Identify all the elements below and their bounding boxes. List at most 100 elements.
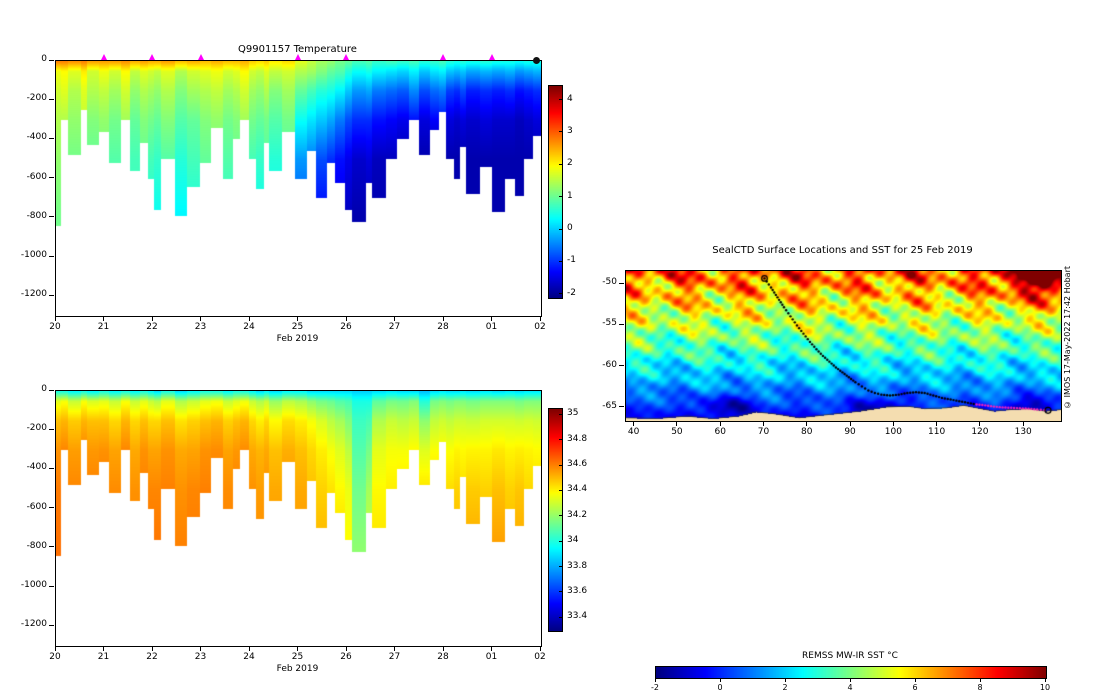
map-x-tick-label: 80 bbox=[801, 427, 813, 437]
colorbar-tick-mark bbox=[559, 464, 562, 466]
x-tick-label: 22 bbox=[146, 322, 158, 332]
y-tick-label: -800 bbox=[26, 540, 47, 551]
y-tick-label: -1200 bbox=[20, 619, 47, 630]
map-x-tick-mark bbox=[936, 422, 938, 426]
x-tick-mark bbox=[200, 647, 201, 651]
sst-colorbar-tick-label: 0 bbox=[717, 683, 723, 692]
y-tick-label: -1200 bbox=[20, 289, 47, 300]
temperature-xaxis-label: Feb 2019 bbox=[276, 334, 319, 344]
colorbar-tick-label: 33.4 bbox=[567, 611, 588, 622]
x-tick-label: 01 bbox=[485, 322, 498, 332]
x-tick-mark bbox=[442, 647, 444, 651]
map-x-tick-mark bbox=[719, 422, 721, 426]
colorbar-tick-mark bbox=[559, 591, 562, 593]
colorbar-tick-label: 35 bbox=[567, 408, 579, 419]
colorbar-tick-label: 4 bbox=[567, 93, 573, 104]
colorbar-tick-label: 34 bbox=[567, 535, 579, 546]
colorbar-tick-mark bbox=[559, 196, 562, 198]
colorbar-tick-label: 34.8 bbox=[567, 433, 588, 444]
sst-colorbar-tick-label: 4 bbox=[847, 683, 853, 692]
map-y-tick-label: -55 bbox=[602, 318, 617, 329]
map-x-tick-mark bbox=[633, 422, 635, 426]
map-x-tick-mark bbox=[979, 422, 981, 426]
colorbar-tick-mark bbox=[559, 540, 562, 542]
x-tick-mark bbox=[248, 317, 250, 321]
x-tick-label: 26 bbox=[340, 652, 352, 662]
x-tick-label: 20 bbox=[49, 322, 61, 332]
map-y-tick-label: -60 bbox=[602, 359, 617, 370]
y-tick-mark bbox=[49, 98, 54, 100]
x-tick-mark bbox=[103, 317, 104, 321]
y-tick-mark bbox=[49, 255, 54, 257]
sst-colorbar-tick-mark bbox=[979, 679, 981, 682]
x-tick-label: 24 bbox=[243, 322, 255, 332]
x-tick-mark bbox=[54, 317, 56, 321]
colorbar-tick-mark bbox=[559, 99, 562, 101]
salinity-xaxis-label: Feb 2019 bbox=[276, 664, 319, 674]
x-tick-mark bbox=[151, 647, 153, 651]
colorbar-tick-label: -1 bbox=[567, 255, 576, 266]
seal-surface-marker bbox=[197, 54, 204, 60]
x-tick-mark bbox=[248, 647, 250, 651]
map-y-tick-label: -50 bbox=[602, 277, 617, 288]
sst-colorbar-tick-mark bbox=[914, 679, 916, 682]
sst-colorbar-tick-label: 2 bbox=[782, 683, 788, 692]
y-tick-label: -400 bbox=[26, 462, 47, 473]
map-x-tick-label: 40 bbox=[627, 427, 640, 437]
map-x-tick-label: 60 bbox=[714, 427, 726, 437]
x-tick-label: 26 bbox=[340, 322, 352, 332]
colorbar-tick-label: 0 bbox=[567, 223, 573, 234]
map-x-tick-label: 110 bbox=[928, 427, 946, 437]
colorbar-tick-mark bbox=[559, 515, 562, 517]
y-tick-mark bbox=[49, 389, 54, 391]
x-tick-label: 01 bbox=[485, 652, 498, 662]
map-x-tick-mark bbox=[849, 422, 851, 426]
seal-surface-marker bbox=[294, 54, 301, 60]
colorbar-tick-label: 33.8 bbox=[567, 560, 588, 571]
salinity-heatmap-canvas bbox=[55, 390, 542, 647]
x-tick-label: 28 bbox=[437, 322, 449, 332]
map-x-tick-label: 120 bbox=[971, 427, 989, 437]
map-y-tick-label: -65 bbox=[602, 400, 617, 411]
y-tick-mark bbox=[49, 59, 54, 61]
x-tick-mark bbox=[491, 317, 492, 321]
x-tick-mark bbox=[103, 647, 104, 651]
colorbar-tick-label: 34.2 bbox=[567, 509, 588, 520]
x-tick-mark bbox=[200, 317, 201, 321]
colorbar-tick-label: 34.4 bbox=[567, 484, 588, 495]
y-tick-mark bbox=[49, 428, 54, 430]
x-tick-mark bbox=[491, 647, 492, 651]
colorbar-tick-label: 33.6 bbox=[567, 585, 588, 596]
seal-surface-marker bbox=[488, 54, 495, 60]
y-tick-mark bbox=[49, 585, 54, 587]
y-tick-mark bbox=[49, 624, 54, 626]
colorbar-canvas bbox=[548, 408, 563, 632]
map-x-tick-label: 130 bbox=[1014, 427, 1032, 437]
x-tick-label: 27 bbox=[388, 322, 401, 332]
seal-surface-marker bbox=[100, 54, 107, 60]
map-x-tick-mark bbox=[763, 422, 764, 426]
colorbar-tick-mark bbox=[559, 131, 562, 133]
y-tick-mark bbox=[49, 137, 54, 139]
x-tick-mark bbox=[539, 647, 541, 651]
map-title: SealCTD Surface Locations and SST for 25… bbox=[712, 245, 973, 256]
colorbar-canvas bbox=[548, 85, 563, 299]
colorbar-tick-mark bbox=[559, 293, 562, 295]
colorbar-tick-label: -2 bbox=[567, 287, 576, 298]
colorbar-tick-mark bbox=[559, 566, 562, 568]
x-tick-mark bbox=[151, 317, 153, 321]
x-tick-mark bbox=[345, 317, 347, 321]
y-tick-label: -1000 bbox=[20, 580, 47, 591]
x-tick-label: 02 bbox=[534, 322, 546, 332]
colorbar-tick-mark bbox=[559, 413, 562, 415]
map-x-tick-label: 100 bbox=[884, 427, 902, 437]
seal-surface-marker bbox=[440, 54, 446, 60]
x-tick-label: 23 bbox=[194, 652, 207, 662]
map-y-tick-mark bbox=[619, 323, 624, 325]
x-tick-mark bbox=[539, 317, 541, 321]
x-tick-label: 21 bbox=[97, 652, 110, 662]
map-y-tick-mark bbox=[619, 406, 624, 408]
y-tick-mark bbox=[49, 294, 54, 296]
map-x-tick-label: 50 bbox=[671, 427, 683, 437]
y-tick-label: 0 bbox=[41, 54, 47, 64]
